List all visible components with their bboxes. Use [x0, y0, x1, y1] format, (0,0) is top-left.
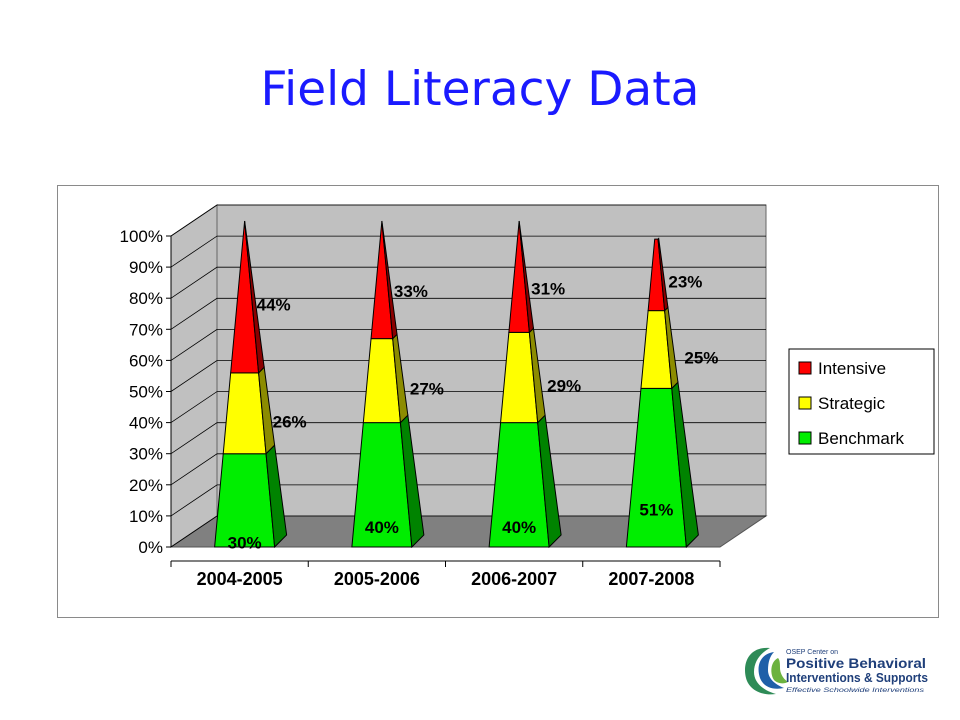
segment-side-intensive	[657, 237, 669, 312]
legend-label-benchmark: Benchmark	[818, 429, 904, 448]
pyramid-2007-2008: 51% 25% 23%	[625, 237, 718, 549]
gridline	[170, 360, 766, 392]
pyramid-2005-2006: 40% 27% 33%	[351, 220, 444, 549]
legend: Intensive Strategic Benchmark	[788, 348, 935, 455]
y-tick-label: 100%	[120, 227, 163, 246]
data-label-intensive: 33%	[394, 282, 428, 301]
legend-label-intensive: Intensive	[818, 359, 886, 378]
pyramid-2006-2007: 40% 29% 31%	[488, 220, 581, 549]
segment-side-intensive	[244, 220, 265, 374]
logo-line1: OSEP Center on	[786, 649, 838, 656]
gridline	[170, 391, 766, 423]
legend-swatch-intensive	[798, 361, 812, 375]
x-tick-label: 2004-2005	[197, 569, 283, 589]
logo-swirl-icon	[745, 647, 788, 695]
y-tick-label: 90%	[129, 258, 163, 277]
y-tick-label: 50%	[129, 383, 163, 402]
data-label-intensive: 31%	[531, 280, 565, 299]
gridline	[170, 266, 766, 299]
segment-side-intensive	[518, 220, 535, 334]
y-tick-label: 0%	[138, 538, 163, 557]
chart-frame: 0% 10% 20% 30% 40% 50% 60% 70% 80% 90% 100% 2004-20…	[57, 185, 939, 618]
slide-title: Field Literacy Data	[260, 62, 700, 117]
logo-line4: Effective Schoolwide Interventions	[786, 687, 925, 694]
data-label-strategic: 26%	[273, 412, 307, 431]
logo-line2: Positive Behavioral	[786, 655, 926, 671]
y-tick-label: 30%	[129, 445, 163, 464]
gridline	[170, 484, 766, 517]
y-tick-label: 10%	[129, 507, 163, 526]
data-label-strategic: 29%	[547, 377, 581, 396]
pbis-logo: OSEP Center on Positive Behavioral Inter…	[745, 647, 928, 695]
data-label-intensive: 23%	[668, 273, 702, 292]
legend-swatch-strategic	[798, 396, 812, 410]
data-label-strategic: 25%	[684, 349, 718, 368]
gridline	[170, 297, 766, 330]
y-tick-label: 40%	[129, 414, 163, 433]
gridline	[170, 328, 766, 361]
legend-label-strategic: Strategic	[818, 394, 886, 413]
x-tick-label: 2006-2007	[471, 569, 557, 589]
legend-swatch-benchmark	[798, 431, 812, 445]
y-tick-label: 80%	[129, 289, 163, 308]
gridline	[170, 453, 766, 486]
x-tick-label: 2007-2008	[608, 569, 694, 589]
data-label-benchmark: 30%	[228, 533, 262, 552]
x-tick-label: 2005-2006	[334, 569, 420, 589]
y-tick-label: 20%	[129, 476, 163, 495]
data-label-intensive: 44%	[257, 296, 291, 315]
segment-side-intensive	[381, 220, 398, 340]
gridline	[170, 204, 766, 237]
data-label-strategic: 27%	[410, 380, 444, 399]
gridline	[170, 422, 766, 455]
logo-line3: Interventions & Supports	[786, 670, 928, 685]
chart-svg: 0% 10% 20% 30% 40% 50% 60% 70% 80% 90% 100% 2004-20…	[120, 204, 935, 589]
data-label-benchmark: 40%	[502, 518, 536, 537]
data-label-benchmark: 40%	[365, 518, 399, 537]
legend-box	[788, 348, 935, 455]
y-tick-label: 70%	[129, 320, 163, 339]
pyramid-2004-2005: 30% 26% 44%	[214, 220, 307, 552]
gridline	[170, 235, 766, 268]
y-tick-label: 60%	[129, 351, 163, 370]
data-label-benchmark: 51%	[639, 501, 673, 520]
